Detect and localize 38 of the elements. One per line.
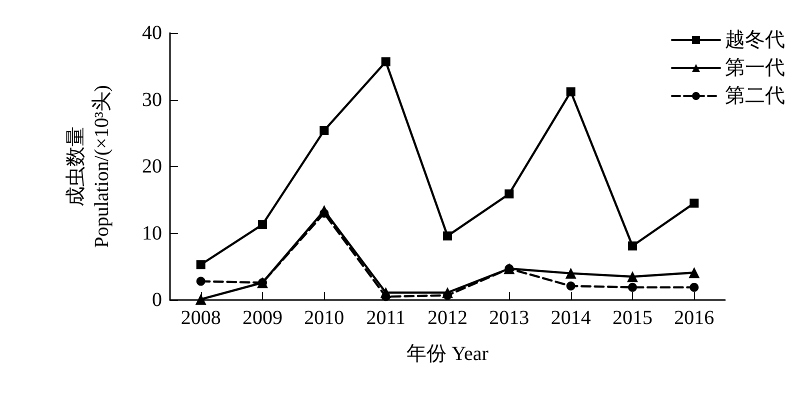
x-tick-label: 2015: [612, 307, 652, 329]
point: [627, 271, 638, 282]
legend-label: 第一代: [725, 57, 785, 79]
point: [443, 231, 452, 240]
point: [628, 241, 637, 250]
point: [504, 189, 514, 198]
point: [688, 267, 700, 278]
point: [258, 220, 267, 230]
point: [320, 126, 329, 135]
y-tick-label: 30: [142, 88, 162, 111]
x-axis-title: 年份 Year: [406, 343, 489, 365]
point: [690, 282, 699, 292]
legend-label: 越冬代: [725, 29, 785, 51]
point: [195, 294, 206, 305]
x-tick-label: 2014: [550, 307, 591, 329]
x-tick-label: 2016: [674, 307, 714, 329]
point: [381, 57, 390, 66]
x-tick-label: 2010: [304, 307, 344, 329]
x-tick-label: 2013: [489, 307, 530, 329]
x-tick-label: 2008: [180, 307, 221, 329]
point: [628, 282, 637, 292]
legend-label: 第二代: [725, 85, 785, 107]
point: [690, 198, 699, 208]
point: [566, 87, 576, 96]
y-tick-label: 40: [142, 22, 162, 44]
y-tick-label: 20: [142, 156, 162, 178]
point: [320, 208, 329, 218]
x-tick-label: 2009: [242, 307, 282, 329]
point: [565, 268, 576, 279]
point: [196, 276, 206, 286]
x-tick-label: 2012: [428, 307, 468, 329]
x-tick-label: 2011: [366, 307, 406, 329]
point: [196, 260, 206, 270]
y-axis-title: 成虫数量 Population/(×10³头): [65, 85, 113, 248]
y-tick-label: 0: [152, 289, 162, 311]
point: [566, 281, 576, 290]
y-tick-label: 10: [142, 222, 162, 244]
point: [443, 290, 452, 300]
